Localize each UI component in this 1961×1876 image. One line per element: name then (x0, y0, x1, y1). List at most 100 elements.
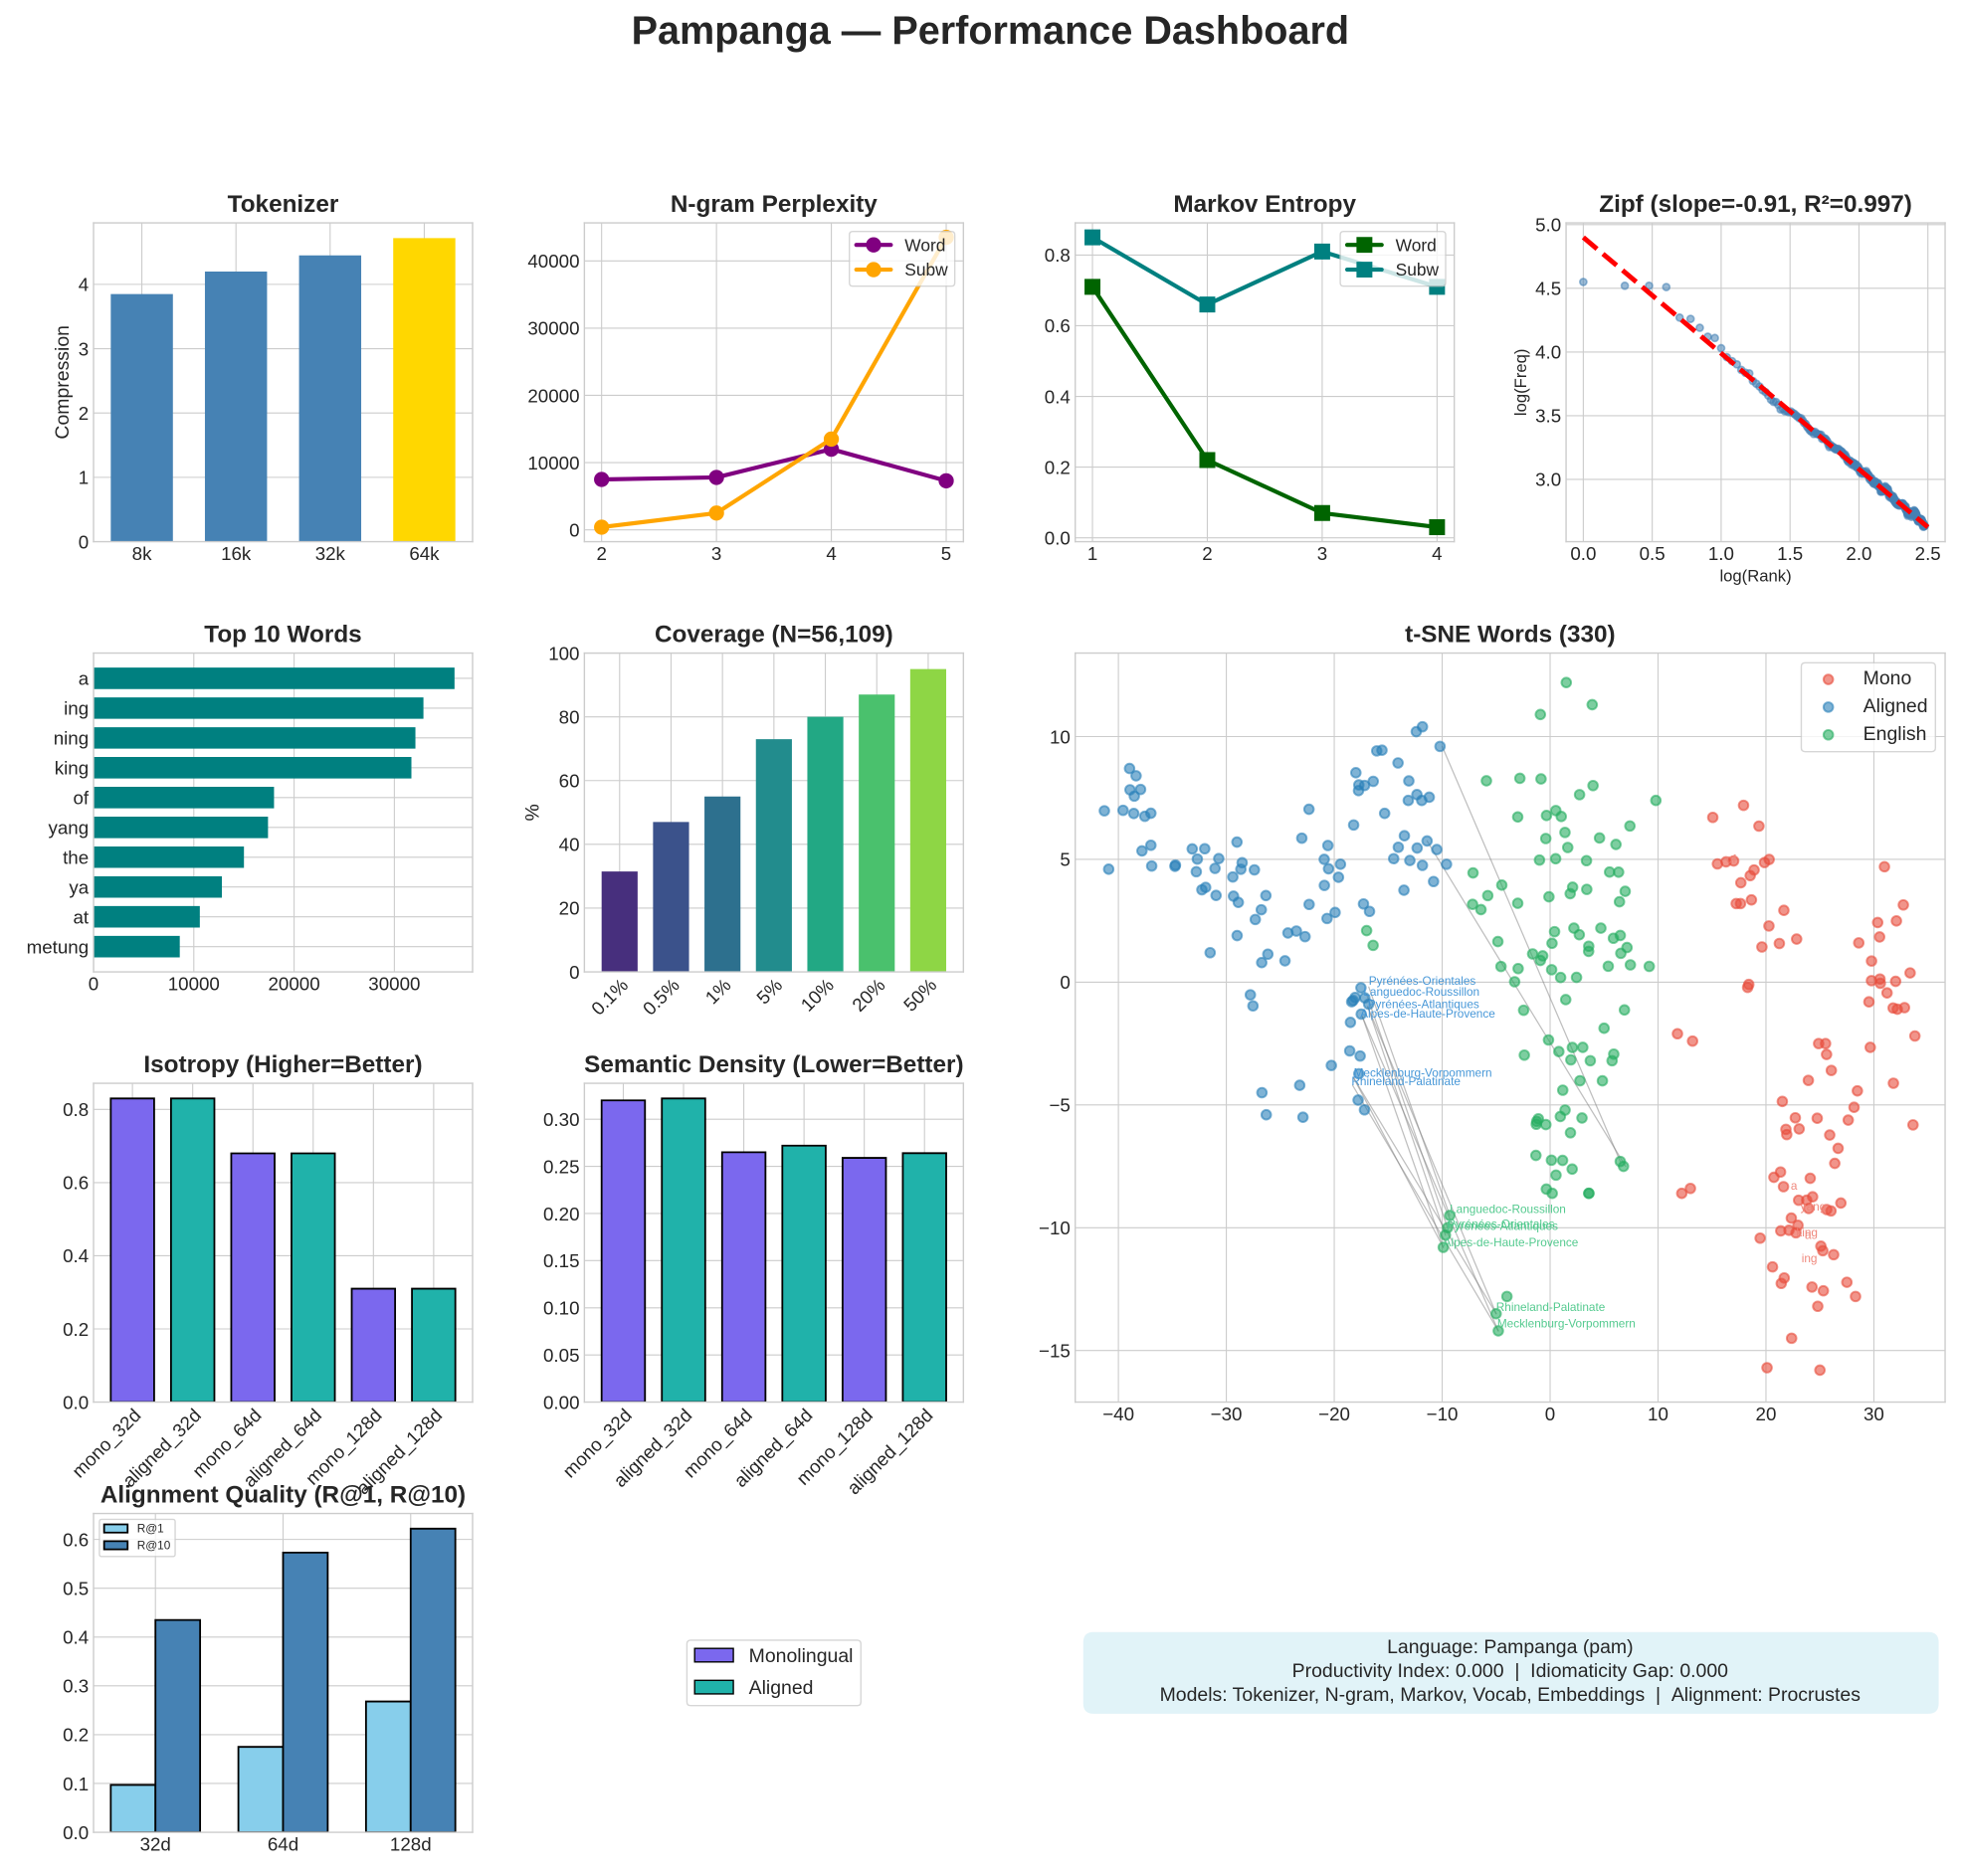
svg-text:English: English (1863, 723, 1927, 745)
svg-text:metung: metung (27, 936, 90, 957)
svg-text:Language: Pampanga (pam): Language: Pampanga (pam) (1387, 1636, 1633, 1658)
svg-text:Subw: Subw (904, 260, 948, 280)
svg-text:Alpes-de-Haute-Provence: Alpes-de-Haute-Provence (1444, 1235, 1579, 1249)
svg-text:Pyrénées-Orientales: Pyrénées-Orientales (1369, 974, 1476, 988)
svg-text:Rhineland-Palatinate: Rhineland-Palatinate (1496, 1300, 1606, 1314)
svg-text:10: 10 (1648, 1404, 1668, 1424)
svg-text:3: 3 (79, 338, 89, 359)
svg-text:−10: −10 (1039, 1218, 1071, 1238)
svg-text:100: 100 (548, 643, 579, 663)
svg-text:5.0: 5.0 (1535, 215, 1561, 236)
svg-text:1: 1 (1087, 543, 1097, 564)
svg-text:0.4: 0.4 (63, 1627, 89, 1648)
svg-text:ya: ya (69, 877, 89, 898)
svg-text:128d: 128d (390, 1834, 432, 1855)
svg-text:20: 20 (559, 898, 580, 919)
svg-text:Pyrénées-Orientales: Pyrénées-Orientales (1448, 1217, 1555, 1230)
svg-text:0: 0 (569, 962, 579, 983)
svg-text:30000: 30000 (368, 973, 420, 994)
svg-text:Mecklenburg-Vorpommern: Mecklenburg-Vorpommern (1497, 1316, 1636, 1330)
svg-text:1.0: 1.0 (1708, 543, 1734, 564)
svg-text:R@10: R@10 (137, 1539, 171, 1553)
svg-text:0: 0 (569, 519, 579, 540)
svg-text:1: 1 (79, 468, 89, 488)
svg-text:Productivity Index: 0.000 |: Productivity Index: 0.000 | Idiomaticity… (1292, 1660, 1728, 1682)
svg-text:Tokenizer: Tokenizer (228, 191, 339, 218)
svg-text:32d: 32d (140, 1834, 171, 1855)
svg-text:4: 4 (826, 543, 836, 564)
svg-text:Isotropy (Higher=Better): Isotropy (Higher=Better) (143, 1051, 422, 1078)
svg-text:4.5: 4.5 (1535, 279, 1561, 299)
svg-text:30000: 30000 (527, 318, 579, 339)
svg-text:ning: ning (54, 728, 89, 749)
svg-text:0.8: 0.8 (63, 1099, 89, 1120)
svg-text:60: 60 (559, 771, 580, 792)
svg-text:t-SNE Words (330): t-SNE Words (330) (1405, 621, 1616, 648)
svg-text:5: 5 (941, 543, 951, 564)
svg-text:8k: 8k (132, 543, 152, 564)
svg-text:−20: −20 (1318, 1404, 1350, 1424)
svg-text:64k: 64k (409, 543, 440, 564)
svg-text:30: 30 (1863, 1404, 1884, 1424)
svg-text:0.05: 0.05 (543, 1345, 580, 1366)
svg-text:3.0: 3.0 (1535, 469, 1561, 490)
svg-text:−15: −15 (1039, 1341, 1071, 1362)
svg-text:0.6: 0.6 (63, 1173, 89, 1194)
svg-text:4: 4 (1432, 543, 1442, 564)
svg-text:a: a (1791, 1179, 1798, 1193)
svg-text:2.0: 2.0 (1846, 543, 1871, 564)
svg-text:log(Freq): log(Freq) (1511, 349, 1530, 417)
svg-text:Subw: Subw (1396, 260, 1440, 280)
svg-text:2: 2 (79, 403, 89, 424)
svg-text:Models: Tokenizer, N-gram, Mar: Models: Tokenizer, N-gram, Markov, Vocab… (1160, 1684, 1862, 1706)
svg-text:Markov Entropy: Markov Entropy (1173, 191, 1356, 218)
svg-text:10: 10 (1050, 726, 1071, 747)
svg-text:5: 5 (1060, 849, 1070, 870)
svg-text:−5: −5 (1049, 1095, 1070, 1116)
svg-text:0: 0 (89, 973, 98, 994)
svg-text:4.0: 4.0 (1535, 342, 1561, 363)
svg-text:32k: 32k (315, 543, 346, 564)
svg-text:0.3: 0.3 (63, 1676, 89, 1697)
svg-text:0.2: 0.2 (63, 1319, 89, 1340)
svg-text:Compression: Compression (52, 325, 74, 440)
svg-text:the: the (63, 847, 89, 868)
svg-text:Pampanga — Performance Dashboa: Pampanga — Performance Dashboard (632, 9, 1349, 53)
svg-text:4: 4 (79, 275, 89, 295)
svg-text:0.20: 0.20 (543, 1204, 580, 1224)
svg-text:2: 2 (596, 543, 606, 564)
svg-text:ing: ing (64, 698, 89, 719)
svg-text:0.0: 0.0 (63, 1822, 89, 1843)
svg-text:64d: 64d (268, 1834, 298, 1855)
svg-text:0.30: 0.30 (543, 1109, 580, 1130)
svg-text:0: 0 (1545, 1404, 1555, 1424)
svg-text:80: 80 (559, 706, 580, 727)
svg-text:0.10: 0.10 (543, 1298, 580, 1319)
svg-text:2.5: 2.5 (1915, 543, 1941, 564)
svg-text:king: king (1796, 1225, 1818, 1239)
svg-text:R@1: R@1 (137, 1522, 164, 1536)
svg-text:−30: −30 (1211, 1404, 1243, 1424)
svg-text:3: 3 (711, 543, 721, 564)
svg-text:Rhineland-Palatinate: Rhineland-Palatinate (1351, 1074, 1461, 1088)
svg-text:0.0: 0.0 (1570, 543, 1596, 564)
svg-text:Word: Word (904, 235, 945, 255)
svg-text:king: king (55, 758, 89, 779)
svg-text:Pyrénées-Atlantiques: Pyrénées-Atlantiques (1447, 1219, 1558, 1233)
svg-text:ing: ing (1802, 1251, 1818, 1265)
svg-text:Mecklenburg-Vorpommern: Mecklenburg-Vorpommern (1354, 1065, 1492, 1079)
svg-text:0: 0 (79, 531, 89, 552)
svg-text:0.4: 0.4 (63, 1245, 89, 1266)
svg-text:Languedoc-Roussillon: Languedoc-Roussillon (1450, 1202, 1566, 1216)
svg-text:10000: 10000 (527, 453, 579, 473)
svg-text:0.0: 0.0 (1045, 527, 1071, 548)
svg-text:Zipf (slope=-0.91, R²=0.997): Zipf (slope=-0.91, R²=0.997) (1599, 191, 1912, 218)
svg-text:2: 2 (1202, 543, 1212, 564)
svg-text:3: 3 (1317, 543, 1327, 564)
svg-text:−40: −40 (1102, 1404, 1134, 1424)
svg-text:Word: Word (1396, 235, 1437, 255)
svg-text:at: at (74, 907, 90, 928)
svg-text:−10: −10 (1427, 1404, 1459, 1424)
svg-text:Semantic Density (Lower=Better: Semantic Density (Lower=Better) (584, 1051, 963, 1078)
svg-text:0.6: 0.6 (63, 1529, 89, 1550)
